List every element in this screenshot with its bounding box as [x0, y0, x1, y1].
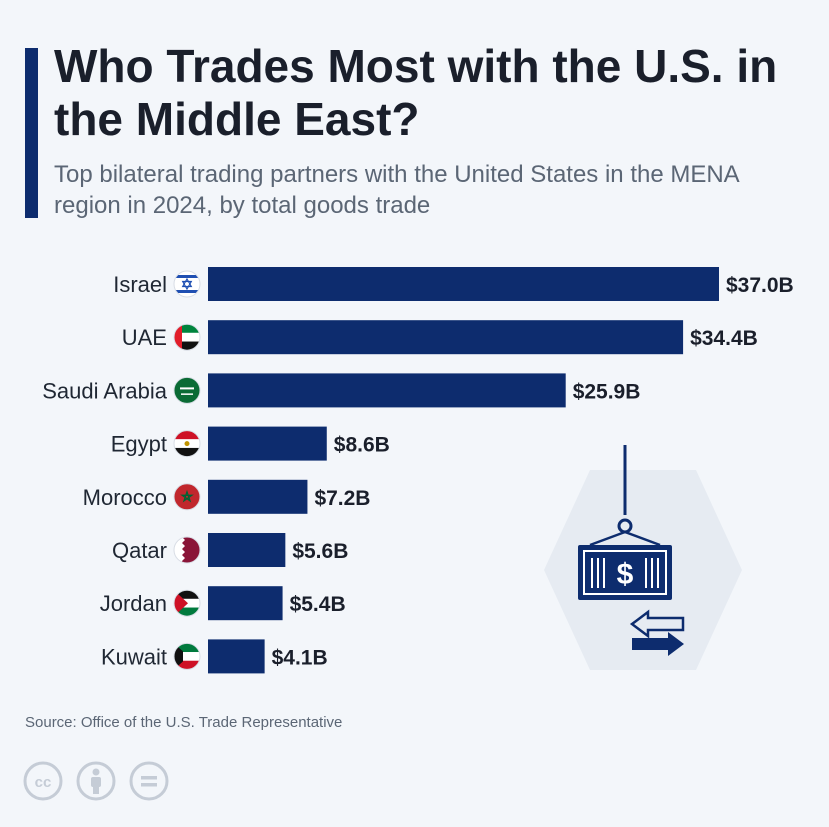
- kuwait-flag-icon: [173, 642, 201, 670]
- jordan-flag-icon: [173, 589, 201, 617]
- license-icons: cc: [22, 760, 170, 802]
- nd-icon[interactable]: [128, 760, 170, 802]
- uae-flag-icon: [173, 323, 201, 351]
- bar-row-morocco: Morocco $7.2B: [83, 479, 370, 514]
- title-accent-bar: [25, 48, 38, 218]
- bar-row-jordan: Jordan $5.4B: [100, 586, 346, 621]
- bar-row-kuwait: Kuwait $4.1B: [101, 639, 328, 674]
- chart-subtitle: Top bilateral trading partners with the …: [54, 161, 739, 219]
- category-label: Egypt: [111, 432, 167, 457]
- bar: [208, 639, 265, 674]
- bar: [208, 479, 308, 514]
- bar: [208, 320, 684, 355]
- value-label: $5.6B: [292, 540, 348, 563]
- category-label: Saudi Arabia: [42, 378, 168, 403]
- value-label: $8.6B: [334, 434, 390, 457]
- saudi-arabia-flag-icon: [173, 376, 201, 404]
- category-label: Qatar: [112, 538, 167, 563]
- category-label: Kuwait: [101, 644, 167, 669]
- egypt-flag-icon: [173, 430, 201, 458]
- bar: [208, 426, 327, 461]
- category-label: Israel: [113, 272, 167, 297]
- value-label: $4.1B: [272, 646, 328, 669]
- by-icon[interactable]: [75, 760, 117, 802]
- value-label: $7.2B: [314, 487, 370, 510]
- bar: [208, 267, 719, 301]
- dollar-sign: $: [617, 558, 634, 591]
- category-label: UAE: [122, 325, 167, 350]
- value-label: $34.4B: [690, 327, 758, 350]
- bar: [208, 533, 286, 567]
- bar-chart: Israel $37.0B UAE $34.4B Saudi Arabia $25.9B E…: [42, 267, 794, 674]
- morocco-flag-icon: [173, 483, 201, 511]
- shipping-container-dollar-icon: $: [544, 445, 742, 670]
- svg-text:cc: cc: [35, 774, 52, 791]
- value-label: $37.0B: [726, 274, 794, 297]
- bar: [208, 373, 566, 408]
- bar-row-qatar: Qatar $5.6B: [112, 533, 348, 567]
- israel-flag-icon: [173, 270, 201, 298]
- bar-row-uae: UAE $34.4B: [122, 320, 758, 355]
- chart-title: Who Trades Most with the U.S. in the Mid…: [54, 40, 778, 145]
- bar-row-egypt: Egypt $8.6B: [111, 426, 390, 461]
- bar-row-saudi-arabia: Saudi Arabia $25.9B: [42, 373, 641, 408]
- source-note: Source: Office of the U.S. Trade Represe…: [25, 714, 343, 731]
- cc-icon[interactable]: cc: [22, 760, 64, 802]
- qatar-flag-icon: [173, 536, 201, 564]
- bar-row-israel: Israel $37.0B: [113, 267, 794, 301]
- value-label: $5.4B: [290, 593, 346, 616]
- category-label: Jordan: [100, 591, 167, 616]
- category-label: Morocco: [83, 485, 167, 510]
- bar: [208, 586, 283, 621]
- value-label: $25.9B: [573, 380, 641, 403]
